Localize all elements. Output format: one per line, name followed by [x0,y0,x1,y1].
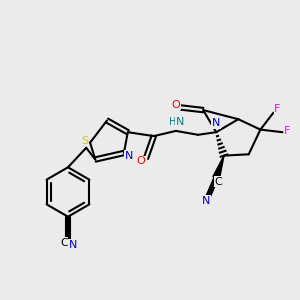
Text: O: O [136,156,146,166]
Text: H: H [169,117,177,127]
Text: F: F [284,126,291,136]
Text: F: F [274,104,280,114]
Text: N: N [202,196,211,206]
Text: N: N [176,117,184,127]
Text: S: S [82,136,89,146]
Text: C: C [60,238,68,248]
Text: N: N [212,118,220,128]
Text: N: N [69,240,77,250]
Polygon shape [213,156,224,179]
Text: O: O [172,100,181,110]
Text: N: N [125,151,133,161]
Text: C: C [214,177,222,187]
